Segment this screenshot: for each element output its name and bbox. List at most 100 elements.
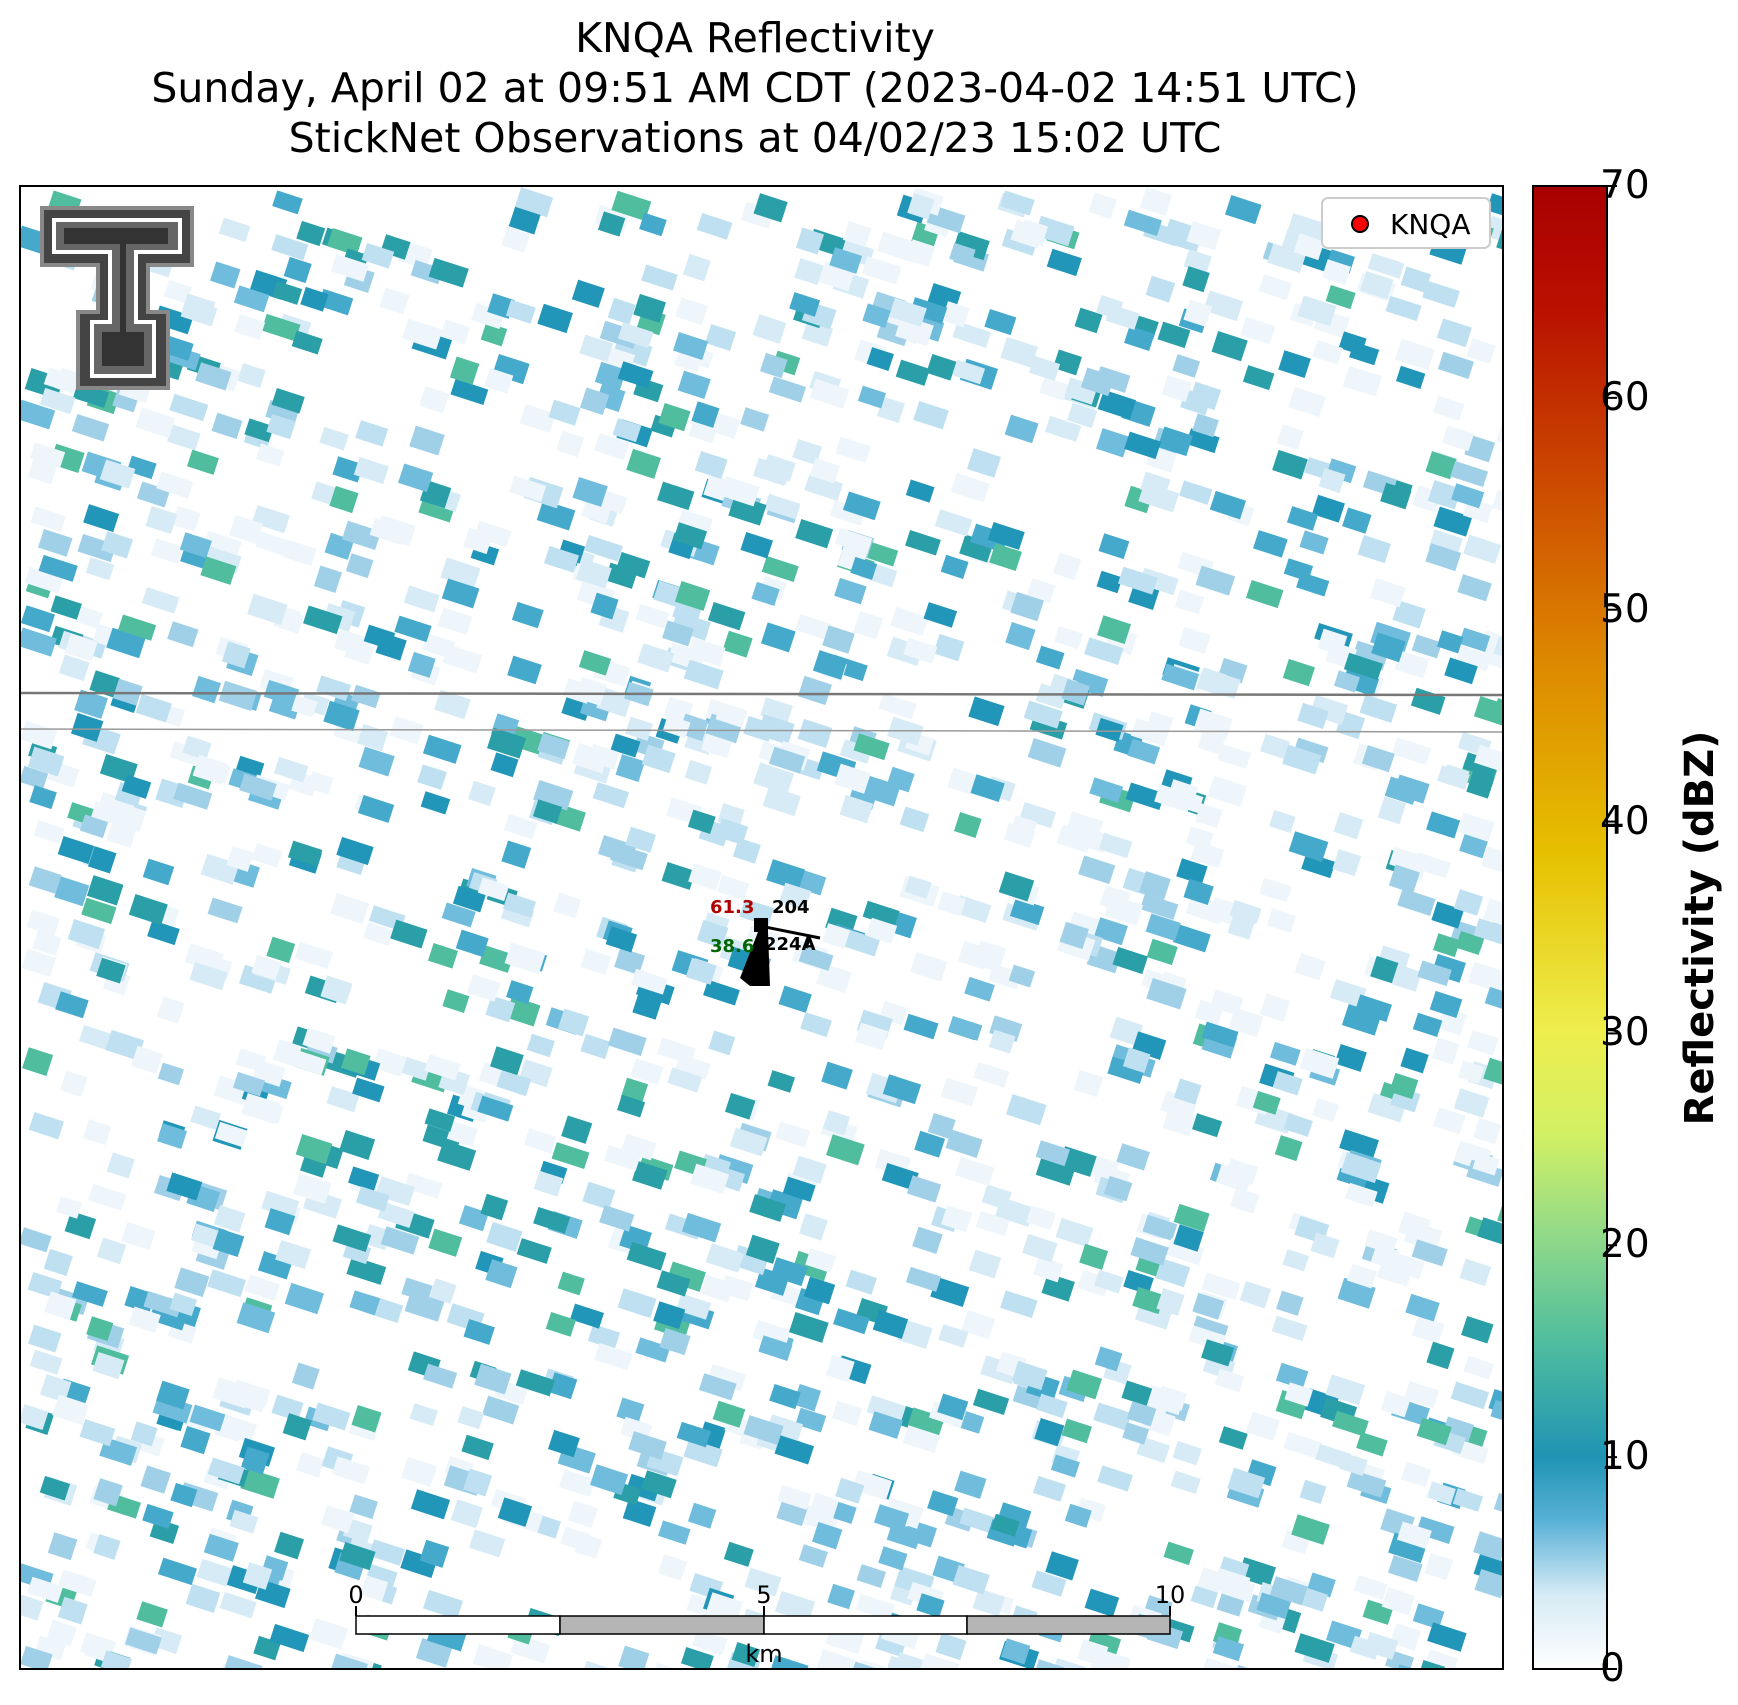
radar-bin	[633, 293, 667, 323]
radar-bin	[688, 863, 722, 891]
radar-bin	[912, 1226, 943, 1255]
radar-bin	[1044, 415, 1082, 442]
radar-bin	[1433, 506, 1473, 537]
radar-bin	[1218, 1426, 1248, 1450]
radar-bin	[545, 1311, 576, 1337]
radar-bin	[121, 1221, 156, 1251]
radar-bin	[404, 1172, 443, 1199]
radar-bin	[1035, 683, 1068, 710]
radar-bin	[1391, 1253, 1425, 1280]
radar-bin	[1412, 1012, 1443, 1037]
radar-bin	[1018, 219, 1048, 246]
radar-bin	[429, 1278, 457, 1304]
radar-bin	[142, 1503, 174, 1529]
radar-bin	[485, 995, 516, 1023]
radar-bin	[1157, 321, 1191, 349]
radar-bin	[1294, 953, 1326, 981]
radar-bin	[1000, 1290, 1038, 1319]
radar-bin	[422, 734, 462, 764]
radar-bin	[96, 957, 126, 984]
radar-bin	[74, 605, 103, 629]
radar-bin	[242, 1562, 273, 1590]
radar-bin	[264, 1208, 296, 1236]
radar-bin	[477, 1095, 514, 1122]
radar-bin	[244, 418, 274, 443]
radar-bin	[795, 613, 831, 640]
radar-bin	[126, 455, 157, 480]
radar-bin	[866, 917, 898, 944]
radar-bin	[724, 1092, 756, 1120]
radar-bin	[74, 689, 108, 719]
radar-bin	[914, 1130, 946, 1158]
radar-bin	[409, 1403, 439, 1427]
radar-bin	[927, 1112, 956, 1140]
radar-bin	[368, 1539, 406, 1566]
radar-bin	[401, 1277, 433, 1303]
radar-bin	[196, 1558, 233, 1587]
radar-bin	[1283, 558, 1314, 582]
scale-tick-0: 0	[348, 1581, 363, 1609]
radar-bin	[1107, 1056, 1146, 1084]
radar-bin	[793, 1384, 822, 1412]
radar-bin	[1046, 248, 1082, 277]
radar-bin	[712, 1400, 746, 1428]
radar-bin	[455, 929, 489, 957]
radar-bin	[244, 1274, 280, 1301]
radar-bin	[255, 443, 285, 467]
radar-bin	[1340, 1152, 1382, 1184]
radar-bin	[441, 902, 476, 928]
radar-bin	[284, 1282, 325, 1315]
radar-bin	[661, 861, 696, 890]
radar-bin	[1035, 645, 1065, 670]
radar-bin	[247, 593, 288, 625]
radar-bin	[970, 774, 1005, 802]
radar-bin	[692, 1629, 728, 1656]
radar-bin	[826, 1134, 865, 1166]
radar-bin	[1127, 738, 1161, 765]
radar-bin	[505, 299, 536, 324]
radar-bin	[990, 1513, 1020, 1537]
radar-bin	[482, 1395, 520, 1425]
radar-bin	[789, 292, 821, 317]
radar-bin	[1473, 1117, 1502, 1145]
radar-bin	[427, 943, 459, 969]
radar-bin	[1297, 702, 1329, 730]
radar-bin	[1359, 694, 1398, 723]
radar-bin	[352, 1077, 385, 1103]
radar-bin	[86, 1316, 114, 1341]
radar-bin	[974, 940, 1007, 970]
radar-bin	[1463, 1355, 1494, 1380]
radar-bin	[797, 675, 832, 706]
radar-bin	[1346, 1263, 1377, 1289]
radar-bin	[33, 820, 65, 844]
radar-bin	[81, 897, 117, 925]
radar-bin	[1209, 490, 1247, 520]
radar-bin	[472, 1644, 514, 1669]
radar-bin	[1050, 1454, 1080, 1478]
radar-bin	[86, 875, 124, 906]
radar-bin	[212, 1228, 245, 1257]
radar-bin	[743, 1415, 784, 1446]
radar-bin	[200, 556, 237, 585]
radar-bin	[455, 1668, 491, 1669]
radar-bin	[43, 1248, 73, 1277]
radar-bin	[868, 1411, 904, 1439]
radar-bin	[509, 475, 547, 503]
colorbar-tick-label: 40	[1600, 798, 1650, 844]
radar-bin	[597, 211, 626, 237]
radar-bin	[855, 1593, 895, 1621]
radar-bin	[778, 985, 812, 1013]
radar-bin	[905, 479, 935, 503]
radar-bin	[903, 637, 938, 664]
radar-bin	[1299, 1047, 1340, 1079]
radar-bin	[20, 1594, 44, 1621]
radar-bin	[1256, 1592, 1291, 1620]
radar-bin	[20, 765, 49, 790]
radar-bin	[712, 412, 741, 439]
radar-bin	[557, 1008, 590, 1037]
radar-bin	[795, 1407, 827, 1433]
radar-bin	[536, 500, 576, 531]
radar-bin	[897, 1319, 933, 1350]
radar-bin	[933, 633, 965, 662]
radar-bin	[524, 1128, 557, 1154]
